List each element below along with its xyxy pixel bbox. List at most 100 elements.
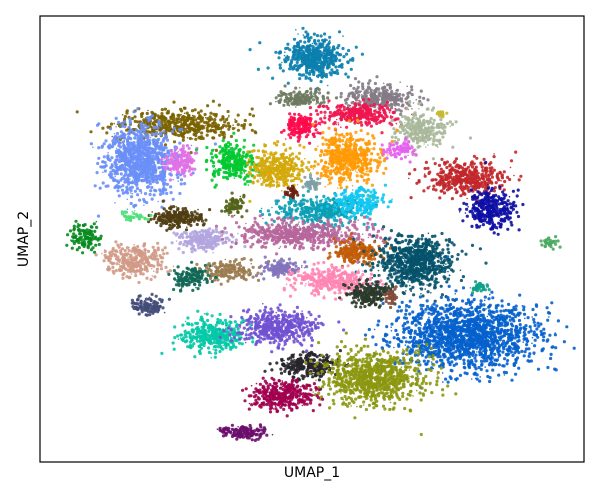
data-point — [427, 171, 431, 176]
data-point — [225, 167, 227, 169]
data-point — [338, 58, 342, 63]
data-point — [286, 97, 290, 101]
data-point — [341, 113, 344, 115]
data-point — [339, 164, 343, 168]
data-point — [327, 126, 331, 130]
data-point — [279, 164, 283, 168]
data-point — [337, 64, 341, 69]
data-point — [339, 91, 343, 96]
data-point — [135, 174, 140, 178]
data-point — [305, 98, 309, 102]
data-point — [306, 36, 310, 40]
data-point — [231, 156, 235, 160]
data-point — [143, 123, 147, 128]
data-point — [407, 172, 412, 176]
data-point — [272, 164, 274, 166]
data-point — [234, 127, 236, 129]
data-point — [192, 115, 196, 119]
data-point — [308, 69, 311, 72]
data-point — [359, 120, 363, 125]
data-point — [404, 136, 408, 140]
data-point — [297, 157, 301, 161]
data-point — [190, 144, 193, 147]
data-point — [361, 105, 363, 107]
data-point — [208, 115, 212, 119]
data-point — [327, 99, 331, 103]
data-point — [291, 97, 294, 100]
data-point — [133, 115, 137, 119]
data-point — [180, 127, 184, 131]
data-point — [283, 84, 287, 88]
data-point — [259, 170, 263, 174]
data-point — [295, 102, 299, 106]
data-point — [356, 171, 358, 174]
data-point — [166, 128, 170, 132]
data-point — [263, 164, 267, 168]
data-point — [183, 118, 187, 122]
data-point — [503, 179, 507, 184]
data-point — [409, 127, 414, 132]
data-point — [375, 169, 379, 173]
data-point — [227, 149, 230, 152]
data-point — [185, 163, 189, 167]
data-point — [324, 185, 327, 188]
data-point — [181, 135, 186, 139]
data-point — [392, 98, 396, 102]
data-point — [214, 168, 217, 170]
data-point — [337, 122, 340, 124]
data-point — [242, 122, 247, 127]
data-point — [404, 121, 406, 124]
data-point — [414, 153, 418, 157]
data-point — [118, 150, 122, 154]
data-point — [248, 112, 252, 116]
data-point — [394, 147, 398, 151]
data-point — [323, 149, 328, 153]
data-point — [349, 163, 353, 167]
data-point — [283, 98, 287, 102]
data-point — [309, 112, 313, 117]
data-point — [422, 120, 424, 122]
data-point — [107, 151, 109, 154]
data-point — [130, 185, 134, 189]
data-point — [187, 169, 191, 173]
data-point — [112, 136, 116, 140]
data-point — [160, 114, 164, 118]
data-point — [227, 127, 231, 131]
data-point — [344, 140, 348, 144]
data-point — [443, 162, 447, 166]
data-point — [347, 98, 350, 100]
data-point — [183, 131, 187, 135]
data-point — [315, 46, 318, 49]
data-point — [388, 111, 391, 114]
data-point — [310, 90, 313, 93]
data-point — [103, 165, 107, 169]
data-point — [136, 162, 140, 166]
data-point — [103, 169, 107, 173]
data-point — [134, 128, 139, 132]
data-point — [179, 107, 183, 111]
data-point — [301, 119, 305, 123]
data-point — [143, 132, 145, 134]
data-point — [328, 156, 331, 159]
data-point — [311, 45, 315, 49]
data-point — [396, 117, 400, 121]
data-point — [337, 123, 340, 126]
data-point — [449, 185, 454, 190]
data-point — [230, 150, 234, 154]
data-point — [306, 60, 310, 64]
data-point — [177, 113, 181, 117]
data-point — [307, 71, 311, 75]
data-point — [176, 170, 180, 174]
data-point — [326, 39, 329, 41]
data-point — [426, 122, 431, 126]
data-point — [500, 179, 502, 182]
data-point — [420, 145, 422, 148]
data-point — [385, 88, 389, 92]
data-point — [229, 159, 232, 162]
data-point — [130, 147, 134, 151]
data-point — [328, 120, 331, 122]
data-point — [298, 99, 302, 103]
data-point — [280, 153, 284, 157]
data-point — [293, 162, 297, 166]
data-point — [312, 98, 316, 102]
